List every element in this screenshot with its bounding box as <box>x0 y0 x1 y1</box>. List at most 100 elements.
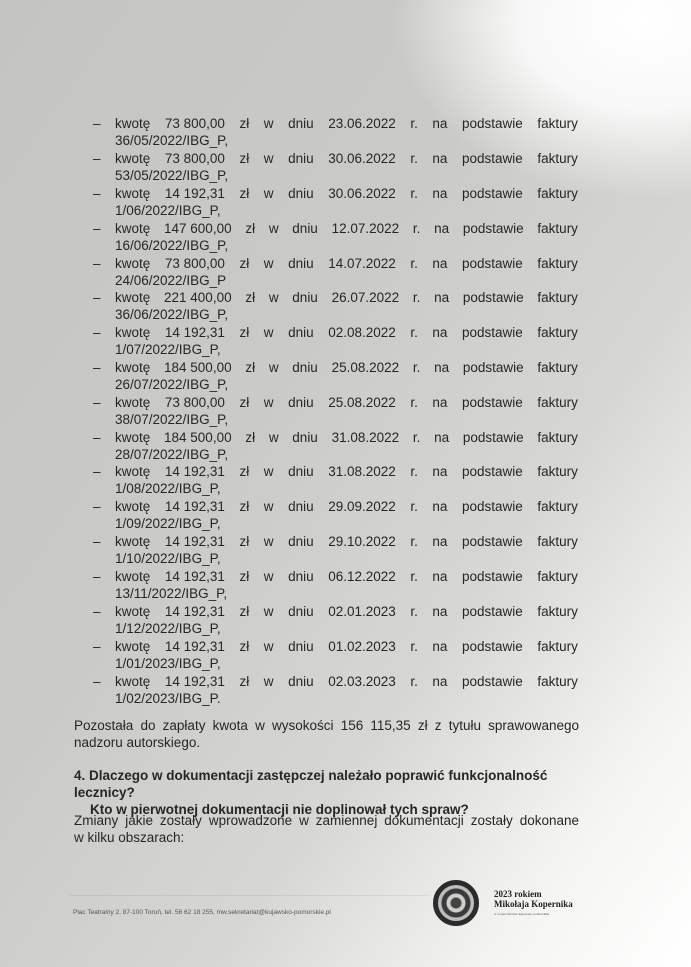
entry-na: na <box>434 430 450 445</box>
entry-na: na <box>434 290 450 305</box>
entry-invoice: 1/08/2022/IBG_P, <box>115 481 221 496</box>
dash-bullet: – <box>93 290 101 305</box>
entry-w: w <box>263 325 274 340</box>
entry-date: 02.03.2023 <box>328 674 396 689</box>
entry-currency: zł <box>239 325 250 340</box>
entry-kwote: kwotę <box>115 290 151 305</box>
entry-line: kwotę 184 500,00 zł w dniu 25.08.2022 r. na pods… <box>115 360 578 375</box>
entry-na: na <box>432 639 448 654</box>
entry-podstawie: podstawie <box>462 186 523 201</box>
entry-date: 25.08.2022 <box>331 360 400 375</box>
entry-na: na <box>432 604 448 619</box>
entry-na: na <box>432 395 448 410</box>
dash-bullet: – <box>93 604 101 619</box>
entry-na: na <box>432 151 448 166</box>
entry-currency: zł <box>239 674 250 689</box>
entry-faktury: faktury <box>537 360 578 375</box>
entry-w: w <box>268 221 279 236</box>
entry-kwote: kwotę <box>115 116 151 131</box>
entry-dniu: dniu <box>292 430 318 445</box>
entry-date: 12.07.2022 <box>331 221 400 236</box>
entry-amount: 73 800,00 <box>164 116 225 131</box>
entry-amount: 14 192,31 <box>164 674 225 689</box>
entry-na: na <box>432 569 448 584</box>
entry-r: r. <box>412 221 421 236</box>
entry-kwote: kwotę <box>115 534 151 549</box>
entry-amount: 184 500,00 <box>164 360 232 375</box>
entry-faktury: faktury <box>537 186 578 201</box>
entry-podstawie: podstawie <box>462 221 524 236</box>
entry-line: kwotę 221 400,00 zł w dniu 26.07.2022 r. na pods… <box>115 290 578 305</box>
entry-invoice: 26/07/2022/IBG_P, <box>115 377 229 392</box>
entry-invoice: 1/12/2022/IBG_P, <box>115 621 221 636</box>
entry-w: w <box>263 534 274 549</box>
logo-line-2: Mikołaja Kopernika <box>494 899 573 909</box>
payment-entry: – kwotę 14 192,31 zł w dniu 01.02.2023 r. na pods… <box>0 639 691 674</box>
entry-w: w <box>263 604 274 619</box>
entry-currency: zł <box>239 569 250 584</box>
question-heading: 4. Dlaczego w dokumentacji zastępczej na… <box>74 767 589 818</box>
entry-line: kwotę 14 192,31 zł w dniu 29.09.2022 r. na podst… <box>115 499 578 514</box>
entry-date: 29.09.2022 <box>328 499 396 514</box>
entry-amount: 14 192,31 <box>164 186 225 201</box>
changes-line-2: w kilku obszarach: <box>74 830 185 845</box>
entry-faktury: faktury <box>537 430 578 445</box>
entry-r: r. <box>412 290 421 305</box>
dash-bullet: – <box>93 639 101 654</box>
dash-bullet: – <box>93 256 101 271</box>
dash-bullet: – <box>93 569 101 584</box>
entry-currency: zł <box>245 360 256 375</box>
entry-invoice: 53/05/2022/IBG_P, <box>115 168 229 183</box>
payment-entry: – kwotę 14 192,31 zł w dniu 31.08.2022 r. na pods… <box>0 464 691 499</box>
entry-faktury: faktury <box>537 116 578 131</box>
entry-currency: zł <box>239 464 250 479</box>
entry-kwote: kwotę <box>115 221 151 236</box>
entry-r: r. <box>410 534 418 549</box>
entry-faktury: faktury <box>537 604 578 619</box>
entry-line: kwotę 184 500,00 zł w dniu 31.08.2022 r. na pods… <box>115 430 578 445</box>
entry-line: kwotę 14 192,31 zł w dniu 06.12.2022 r. na podst… <box>115 569 578 584</box>
entry-kwote: kwotę <box>115 464 151 479</box>
entry-invoice: 36/06/2022/IBG_P, <box>115 307 229 322</box>
entry-w: w <box>263 499 274 514</box>
entry-dniu: dniu <box>288 186 314 201</box>
entry-invoice: 1/01/2023/IBG_P, <box>115 656 221 671</box>
entry-na: na <box>432 464 448 479</box>
entry-faktury: faktury <box>537 534 578 549</box>
entry-kwote: kwotę <box>115 569 151 584</box>
entry-kwote: kwotę <box>115 325 151 340</box>
entry-podstawie: podstawie <box>462 360 524 375</box>
entry-dniu: dniu <box>288 499 314 514</box>
entry-dniu: dniu <box>288 674 314 689</box>
dash-bullet: – <box>93 674 101 689</box>
entry-currency: zł <box>239 186 250 201</box>
logo-line-1: 2023 rokiem <box>494 889 542 899</box>
entry-na: na <box>434 360 450 375</box>
entry-amount: 221 400,00 <box>164 290 232 305</box>
entry-line: kwotę 14 192,31 zł w dniu 30.06.2022 r. na podst… <box>115 186 578 201</box>
entry-na: na <box>432 499 448 514</box>
entry-kwote: kwotę <box>115 395 151 410</box>
entry-faktury: faktury <box>537 674 578 689</box>
entry-dniu: dniu <box>288 151 314 166</box>
entry-r: r. <box>410 674 418 689</box>
entry-kwote: kwotę <box>115 639 151 654</box>
entry-w: w <box>263 569 274 584</box>
payment-entry: – kwotę 147 600,00 zł w dniu 12.07.2022 r. na pod… <box>0 221 691 256</box>
entry-date: 06.12.2022 <box>328 569 396 584</box>
entry-r: r. <box>410 639 418 654</box>
entry-podstawie: podstawie <box>462 395 523 410</box>
entry-currency: zł <box>245 221 256 236</box>
remaining-line-2: nadzoru autorskiego. <box>74 735 201 750</box>
entry-invoice: 1/02/2023/IBG_P. <box>115 691 221 706</box>
entry-invoice: 1/10/2022/IBG_P, <box>115 551 221 566</box>
entry-line: kwotę 14 192,31 zł w dniu 02.08.2022 r. na podst… <box>115 325 578 340</box>
entry-w: w <box>263 151 274 166</box>
entry-date: 01.02.2023 <box>328 639 396 654</box>
remaining-line-1: Pozostała do zapłaty kwota w wysokości 1… <box>74 718 579 733</box>
dash-bullet: – <box>93 430 101 445</box>
entry-amount: 147 600,00 <box>164 221 232 236</box>
entry-w: w <box>263 395 274 410</box>
entry-faktury: faktury <box>537 221 578 236</box>
entry-currency: zł <box>239 604 250 619</box>
